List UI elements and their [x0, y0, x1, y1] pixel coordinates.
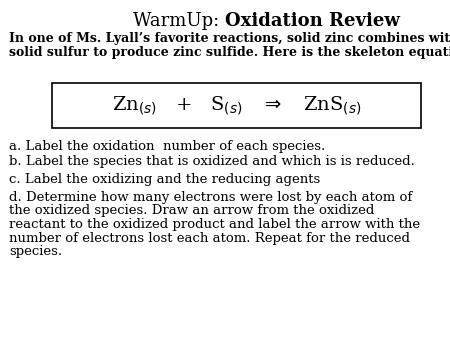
Text: In one of Ms. Lyall’s favorite reactions, solid zinc combines with: In one of Ms. Lyall’s favorite reactions…	[9, 32, 450, 45]
Text: a. Label the oxidation  number of each species.: a. Label the oxidation number of each sp…	[9, 140, 325, 153]
Text: reactant to the oxidized product and label the arrow with the: reactant to the oxidized product and lab…	[9, 218, 420, 231]
Text: the oxidized species. Draw an arrow from the oxidized: the oxidized species. Draw an arrow from…	[9, 204, 374, 217]
Text: WarmUp:: WarmUp:	[133, 12, 225, 30]
Text: c. Label the oxidizing and the reducing agents: c. Label the oxidizing and the reducing …	[9, 173, 320, 186]
Text: Oxidation Review: Oxidation Review	[225, 12, 400, 30]
Text: solid sulfur to produce zinc sulfide. Here is the skeleton equation: solid sulfur to produce zinc sulfide. He…	[9, 46, 450, 58]
FancyBboxPatch shape	[52, 83, 421, 128]
Text: number of electrons lost each atom. Repeat for the reduced: number of electrons lost each atom. Repe…	[9, 232, 410, 244]
Text: d. Determine how many electrons were lost by each atom of: d. Determine how many electrons were los…	[9, 191, 412, 204]
Text: Zn$_{(s)}$   +   S$_{(s)}$   $\Rightarrow$   ZnS$_{(s)}$: Zn$_{(s)}$ + S$_{(s)}$ $\Rightarrow$ ZnS…	[112, 95, 361, 117]
Text: species.: species.	[9, 245, 62, 258]
Text: b. Label the species that is oxidized and which is is reduced.: b. Label the species that is oxidized an…	[9, 155, 415, 168]
